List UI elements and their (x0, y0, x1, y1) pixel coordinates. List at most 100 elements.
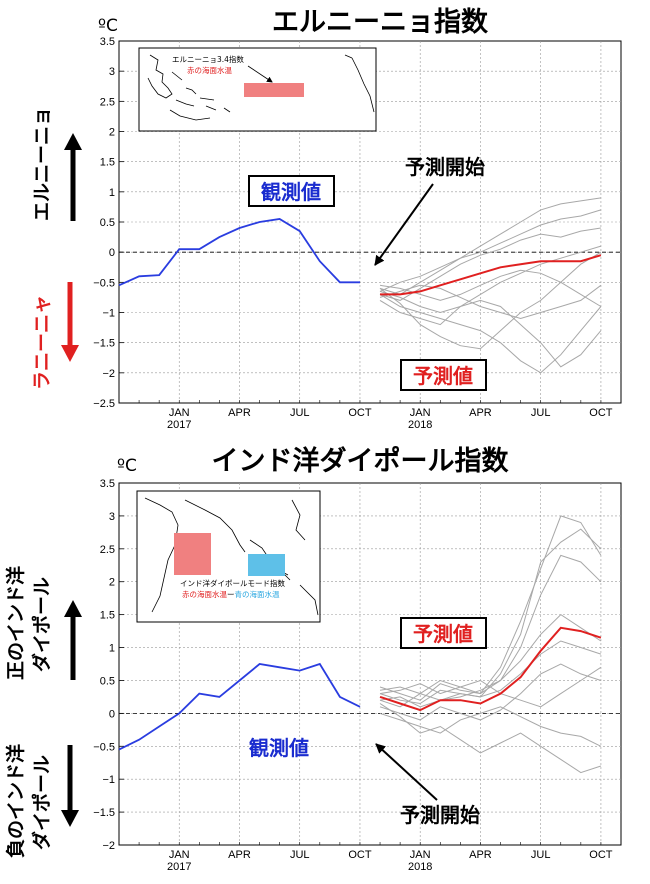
ensemble-member-line (379, 290, 602, 368)
y-tick-label: 1 (109, 643, 115, 655)
y-tick-label: 0 (109, 708, 115, 720)
inset-map: インド洋ダイポールモード指数 赤の海面水温ー青の海面水温 (136, 490, 321, 623)
x-tick-year: 2018 (408, 419, 432, 431)
ensemble-member-line (379, 613, 602, 708)
observed-label-box (248, 175, 335, 207)
x-tick-month: JUL (290, 849, 310, 861)
inset-title: エルニーニョ3.4指数 (172, 54, 244, 64)
y-tick-label: 1.5 (100, 610, 115, 622)
y-tick-label: 1.5 (100, 157, 115, 169)
positive-iod-label-1: 正のインド洋 (4, 566, 27, 680)
forecast-label: 予測値 (413, 622, 473, 646)
side-label-upper: エルニーニョ (31, 107, 82, 221)
y-tick-label: 0.5 (100, 675, 115, 687)
y-tick-label: −2 (102, 368, 115, 380)
y-tick-label: −1.5 (93, 807, 115, 819)
forecast-start-label: 予測開始 (405, 155, 485, 179)
ensemble-members (379, 197, 602, 374)
inset-subtitle: 赤の海面水温ー青の海面水温 (182, 589, 280, 599)
ensemble-member-line (379, 640, 602, 701)
inset-title: インド洋ダイポールモード指数 (180, 578, 285, 588)
observed-label: 観測値 (261, 180, 321, 204)
x-tick-month: APR (228, 849, 251, 861)
y-tick-label: 2 (109, 577, 115, 589)
x-tick-month: OCT (589, 849, 613, 861)
y-tick-label: −0.5 (93, 277, 115, 289)
side-label-lower: 負のインド洋 ダイポール (4, 744, 79, 858)
observed-label: 観測値 (249, 736, 309, 760)
negative-iod-label-1: 負のインド洋 (4, 744, 27, 858)
y-tick-label: 2 (109, 127, 115, 139)
chart-title: エルニーニョ指数 (272, 7, 489, 38)
inset-arrow (247, 65, 273, 83)
ensemble-member-line (379, 284, 602, 320)
y-tick-label: 3 (109, 66, 115, 78)
y-tick-label: −1 (102, 308, 115, 320)
ensemble-member-line (379, 663, 602, 721)
ensemble-member-line (379, 209, 602, 292)
y-tick-label: 0 (109, 247, 115, 259)
x-tick-month: OCT (589, 407, 613, 419)
down-arrow-icon (61, 810, 79, 827)
y-tick-label: −1.5 (93, 338, 115, 350)
el-nino-side-label: エルニーニョ (31, 107, 53, 221)
x-tick-month: APR (469, 849, 492, 861)
ensemble-member-line (379, 227, 601, 301)
y-unit-label: ºC (117, 456, 137, 476)
x-tick-month: JAN (410, 849, 431, 861)
y-tick-labels: 3.5 3 2.5 2 1.5 1 0.5 0 −0.5 −1 −1.5 −2 (93, 478, 115, 852)
x-tick-month: JUL (531, 849, 551, 861)
x-tick-month: APR (228, 407, 251, 419)
west-region-box (174, 533, 211, 575)
ensemble-member-line (379, 666, 602, 708)
nino34-region-box (244, 83, 304, 97)
y-unit-label: ºC (98, 16, 118, 36)
y-tick-label: 2.5 (100, 96, 115, 108)
observed-line (118, 218, 360, 287)
y-tick-label: −2 (102, 840, 115, 852)
x-tick-year: 2018 (408, 861, 432, 873)
side-label-lower: ラニーニャ (31, 282, 79, 390)
ensemble-mean-line (379, 626, 602, 712)
down-arrow-icon (61, 345, 79, 362)
x-tick-year: 2017 (167, 419, 191, 431)
y-tick-label: −1 (102, 774, 115, 786)
el-nino-chart: エルニーニョ指数 ºC 3.5 3 2.5 2 1.5 1 0.5 0 −0.5 −1 −1.5 −2… (31, 7, 622, 431)
side-label-upper: 正のインド洋 ダイポール (4, 566, 82, 680)
ensemble-member-line (379, 251, 602, 350)
y-tick-labels: 3.5 3 2.5 2 1.5 1 0.5 0 −0.5 −1 −1.5 −2 −2.5 (93, 36, 115, 410)
ensemble-member-line (379, 245, 602, 326)
x-tick-month: JAN (169, 407, 190, 419)
forecast-label-box (400, 617, 487, 649)
chart-title: インド洋ダイポール指数 (212, 445, 510, 477)
east-region-box (248, 554, 285, 576)
ensemble-member-line (379, 197, 601, 295)
x-tick-month: OCT (348, 849, 372, 861)
x-tick-month: JUL (290, 407, 310, 419)
forecast-label-box (400, 359, 487, 391)
y-tick-label: 3.5 (100, 478, 115, 490)
inset-frame (136, 490, 321, 623)
y-tick-label: 2.5 (100, 544, 115, 556)
ensemble-member-line (379, 515, 602, 701)
ensemble-member-line (379, 293, 602, 374)
up-arrow-icon (64, 600, 82, 617)
negative-iod-label-2: ダイポール (30, 755, 53, 850)
forecast-start-arrow (375, 743, 438, 801)
y-tick-label: 1 (109, 187, 115, 199)
forecast-start-label: 予測開始 (400, 803, 480, 827)
x-tick-month: JAN (410, 407, 431, 419)
ensemble-member-line (379, 703, 602, 774)
y-tick-label: 3.5 (100, 36, 115, 48)
forecast-start-arrow (374, 183, 434, 266)
observed-line (118, 662, 361, 751)
inset-map: エルニーニョ3.4指数 赤の海面水温 (138, 47, 377, 132)
inset-subtitle-blue: 青の海面水温 (235, 589, 280, 599)
ensemble-mean-line (380, 254, 602, 296)
ensemble-members (379, 515, 602, 774)
iod-chart: インド洋ダイポール指数 ºC 3.5 3 2.5 2 1.5 1 0.5 0 −0.5 −1 −1.… (4, 445, 622, 873)
y-tick-label: 0.5 (100, 217, 115, 229)
